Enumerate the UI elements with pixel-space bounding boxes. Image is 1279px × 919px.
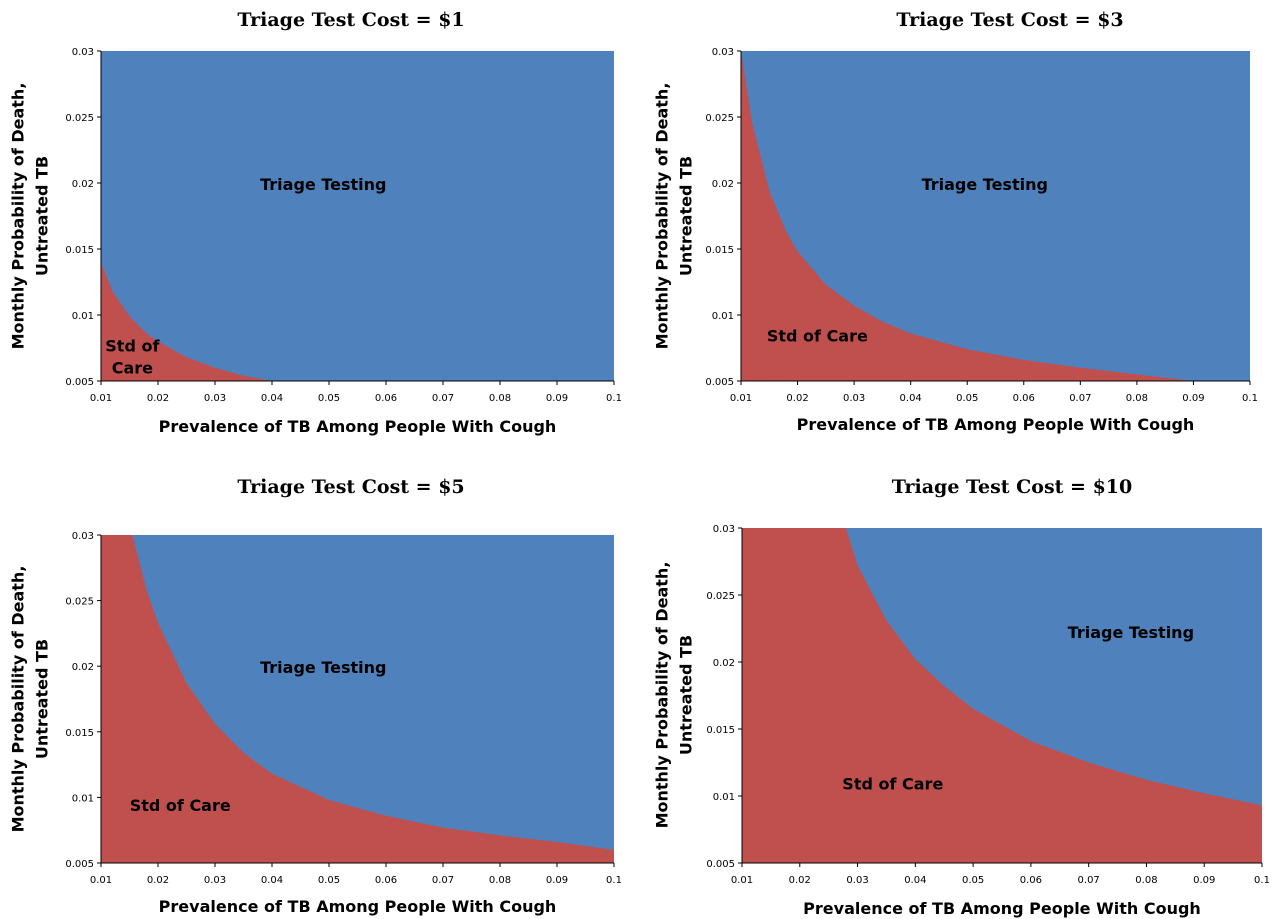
std-of-care-label: Std of Care [767, 327, 868, 346]
y-tick-label: 0.02 [72, 179, 94, 190]
y-tick-label: 0.015 [65, 728, 94, 739]
x-tick-label: 0.01 [731, 875, 753, 886]
y-tick-label: 0.025 [705, 113, 734, 124]
x-tick-label: 0.05 [318, 875, 340, 886]
x-tick-label: 0.1 [606, 393, 622, 404]
triage-testing-label: Triage Testing [1068, 623, 1194, 642]
triage-testing-label: Triage Testing [922, 175, 1048, 194]
y-tick-label: 0.005 [705, 377, 734, 388]
chart-panel-4: 0.01 0.02 0.03 0.04 0.05 0.06 0.07 0.08 0.09 0.1 0… [653, 476, 1270, 918]
x-tick-label: 0.04 [261, 875, 283, 886]
x-tick-label: 0.06 [375, 393, 397, 404]
y-tick-label: 0.025 [706, 591, 735, 602]
triage-testing-label: Triage Testing [260, 175, 386, 194]
x-tick-label: 0.01 [730, 393, 752, 404]
y-tick-label: 0.005 [65, 377, 94, 388]
x-tick-label: 0.08 [1135, 875, 1157, 886]
std-of-care-label: Std of Care [842, 774, 943, 793]
y-tick-label: 0.01 [712, 311, 734, 322]
y-tick-label: 0.005 [65, 859, 94, 870]
x-tick-label: 0.1 [1242, 393, 1258, 404]
x-tick-label: 0.06 [1013, 393, 1035, 404]
x-axis-title: Prevalence of TB Among People With Cough [159, 417, 557, 436]
x-tick-label: 0.05 [962, 875, 984, 886]
x-axis-title: Prevalence of TB Among People With Cough [159, 897, 557, 916]
x-tick-label: 0.03 [204, 875, 226, 886]
triage-testing-region [101, 51, 614, 381]
y-tick-label: 0.01 [72, 311, 94, 322]
y-tick-label: 0.03 [713, 524, 735, 535]
x-tick-label: 0.03 [843, 393, 865, 404]
x-tick-label: 0.09 [1182, 393, 1204, 404]
x-tick-label: 0.01 [90, 875, 112, 886]
y-axis-title: Untreated TB [677, 635, 696, 755]
y-tick-label: 0.02 [712, 179, 734, 190]
x-tick-label: 0.05 [956, 393, 978, 404]
chart-title: Triage Test Cost = $1 [237, 9, 464, 31]
std-of-care-region [742, 528, 1262, 863]
x-axis-title: Prevalence of TB Among People With Cough [803, 899, 1201, 918]
chart-panel-2: 0.01 0.02 0.03 0.04 0.05 0.06 0.07 0.08 0.09 0.1 0… [653, 9, 1258, 434]
x-tick-label: 0.09 [1193, 875, 1215, 886]
y-tick-label: 0.03 [72, 531, 94, 542]
chart-title: Triage Test Cost = $10 [892, 476, 1133, 498]
y-axis-title: Untreated TB [33, 156, 52, 276]
x-tick-label: 0.1 [1254, 875, 1270, 886]
x-tick-label: 0.02 [789, 875, 811, 886]
x-tick-label: 0.07 [432, 393, 454, 404]
y-tick-label: 0.03 [72, 47, 94, 58]
x-tick-label: 0.09 [546, 875, 568, 886]
x-tick-label: 0.01 [90, 393, 112, 404]
y-tick-label: 0.015 [705, 245, 734, 256]
y-tick-label: 0.02 [713, 658, 735, 669]
x-tick-label: 0.04 [900, 393, 922, 404]
y-axis-title: Untreated TB [677, 156, 696, 276]
y-tick-label: 0.005 [706, 859, 735, 870]
x-tick-label: 0.1 [606, 875, 622, 886]
x-tick-label: 0.08 [489, 393, 511, 404]
y-tick-label: 0.025 [65, 597, 94, 608]
x-tick-label: 0.02 [786, 393, 808, 404]
std-of-care-region [101, 262, 614, 381]
y-axis-title: Monthly Probability of Death, [9, 83, 28, 350]
y-axis-title: Monthly Probability of Death, [653, 562, 672, 829]
std-of-care-label: Care [112, 359, 153, 378]
x-tick-label: 0.04 [261, 393, 283, 404]
std-of-care-region [101, 535, 614, 863]
std-of-care-region [741, 51, 1250, 381]
y-axis-title: Monthly Probability of Death, [653, 83, 672, 350]
x-tick-label: 0.04 [904, 875, 926, 886]
y-tick-label: 0.03 [712, 47, 734, 58]
chart-title: Triage Test Cost = $3 [896, 9, 1123, 31]
x-tick-label: 0.03 [204, 393, 226, 404]
x-tick-label: 0.07 [1069, 393, 1091, 404]
y-axis-title: Monthly Probability of Death, [9, 566, 28, 833]
std-of-care-label: Std of Care [130, 796, 231, 815]
x-tick-label: 0.08 [1126, 393, 1148, 404]
std-of-care-label: Std of [105, 337, 160, 356]
x-tick-label: 0.03 [846, 875, 868, 886]
x-tick-label: 0.02 [147, 393, 169, 404]
chart-panel-3: 0.01 0.02 0.03 0.04 0.05 0.06 0.07 0.08 0.09 0.1 0… [9, 476, 622, 916]
triage-testing-label: Triage Testing [260, 658, 386, 677]
x-tick-label: 0.07 [1078, 875, 1100, 886]
x-tick-label: 0.06 [375, 875, 397, 886]
y-tick-label: 0.01 [713, 792, 735, 803]
x-tick-label: 0.06 [1020, 875, 1042, 886]
x-tick-label: 0.08 [489, 875, 511, 886]
y-tick-label: 0.01 [72, 793, 94, 804]
x-tick-label: 0.09 [546, 393, 568, 404]
y-tick-label: 0.02 [72, 662, 94, 673]
y-tick-label: 0.015 [706, 725, 735, 736]
y-tick-label: 0.025 [65, 113, 94, 124]
y-tick-label: 0.015 [65, 245, 94, 256]
x-tick-label: 0.07 [432, 875, 454, 886]
chart-title: Triage Test Cost = $5 [237, 476, 464, 498]
x-tick-label: 0.02 [147, 875, 169, 886]
chart-panel-1: 0.01 0.02 0.03 0.04 0.05 0.06 0.07 0.08 0.09 0.1 0… [9, 9, 622, 436]
y-axis-title: Untreated TB [33, 639, 52, 759]
x-tick-label: 0.05 [318, 393, 340, 404]
x-axis-title: Prevalence of TB Among People With Cough [797, 415, 1195, 434]
